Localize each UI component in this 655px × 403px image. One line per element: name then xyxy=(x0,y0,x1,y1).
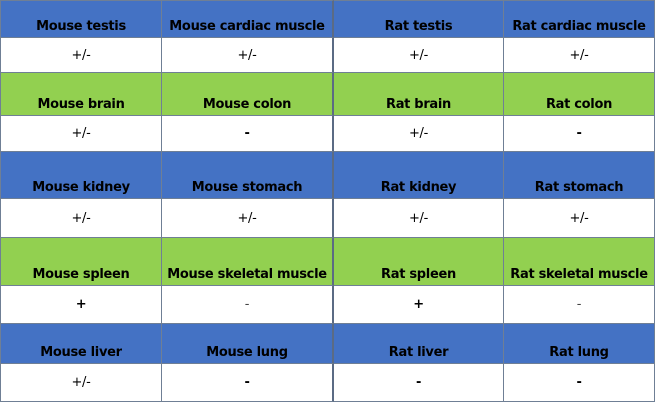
header-cell: Rat colon xyxy=(504,73,655,116)
header-cell: Mouse skeletal muscle xyxy=(162,238,334,286)
value-cell: +/- xyxy=(0,38,162,73)
value-cell: +/- xyxy=(504,38,655,73)
value-cell: - xyxy=(334,364,504,402)
header-cell: Rat liver xyxy=(334,324,504,364)
header-cell: Mouse liver xyxy=(0,324,162,364)
header-cell: Rat brain xyxy=(334,73,504,116)
value-cell: +/- xyxy=(334,199,504,238)
value-cell: + xyxy=(0,286,162,324)
value-cell: +/- xyxy=(162,38,334,73)
value-cell: - xyxy=(162,116,334,152)
header-cell: Rat cardiac muscle xyxy=(504,0,655,38)
header-cell: Mouse kidney xyxy=(0,152,162,199)
header-cell: Rat stomach xyxy=(504,152,655,199)
value-cell: +/- xyxy=(334,116,504,152)
value-cell: - xyxy=(162,286,334,324)
header-cell: Mouse stomach xyxy=(162,152,334,199)
value-cell: - xyxy=(162,364,334,402)
header-cell: Rat spleen xyxy=(334,238,504,286)
header-cell: Rat skeletal muscle xyxy=(504,238,655,286)
header-cell: Mouse brain xyxy=(0,73,162,116)
header-cell: Rat testis xyxy=(334,0,504,38)
value-cell: +/- xyxy=(504,199,655,238)
header-cell: Rat kidney xyxy=(334,152,504,199)
value-cell: +/- xyxy=(0,116,162,152)
header-cell: Rat lung xyxy=(504,324,655,364)
value-cell: - xyxy=(504,364,655,402)
header-cell: Mouse testis xyxy=(0,0,162,38)
header-cell: Mouse lung xyxy=(162,324,334,364)
value-cell: +/- xyxy=(162,199,334,238)
value-cell: - xyxy=(504,116,655,152)
header-cell: Mouse cardiac muscle xyxy=(162,0,334,38)
value-cell: + xyxy=(334,286,504,324)
value-cell: - xyxy=(504,286,655,324)
value-cell: +/- xyxy=(0,199,162,238)
header-cell: Mouse colon xyxy=(162,73,334,116)
header-cell: Mouse spleen xyxy=(0,238,162,286)
value-cell: +/- xyxy=(334,38,504,73)
value-cell: +/- xyxy=(0,364,162,402)
